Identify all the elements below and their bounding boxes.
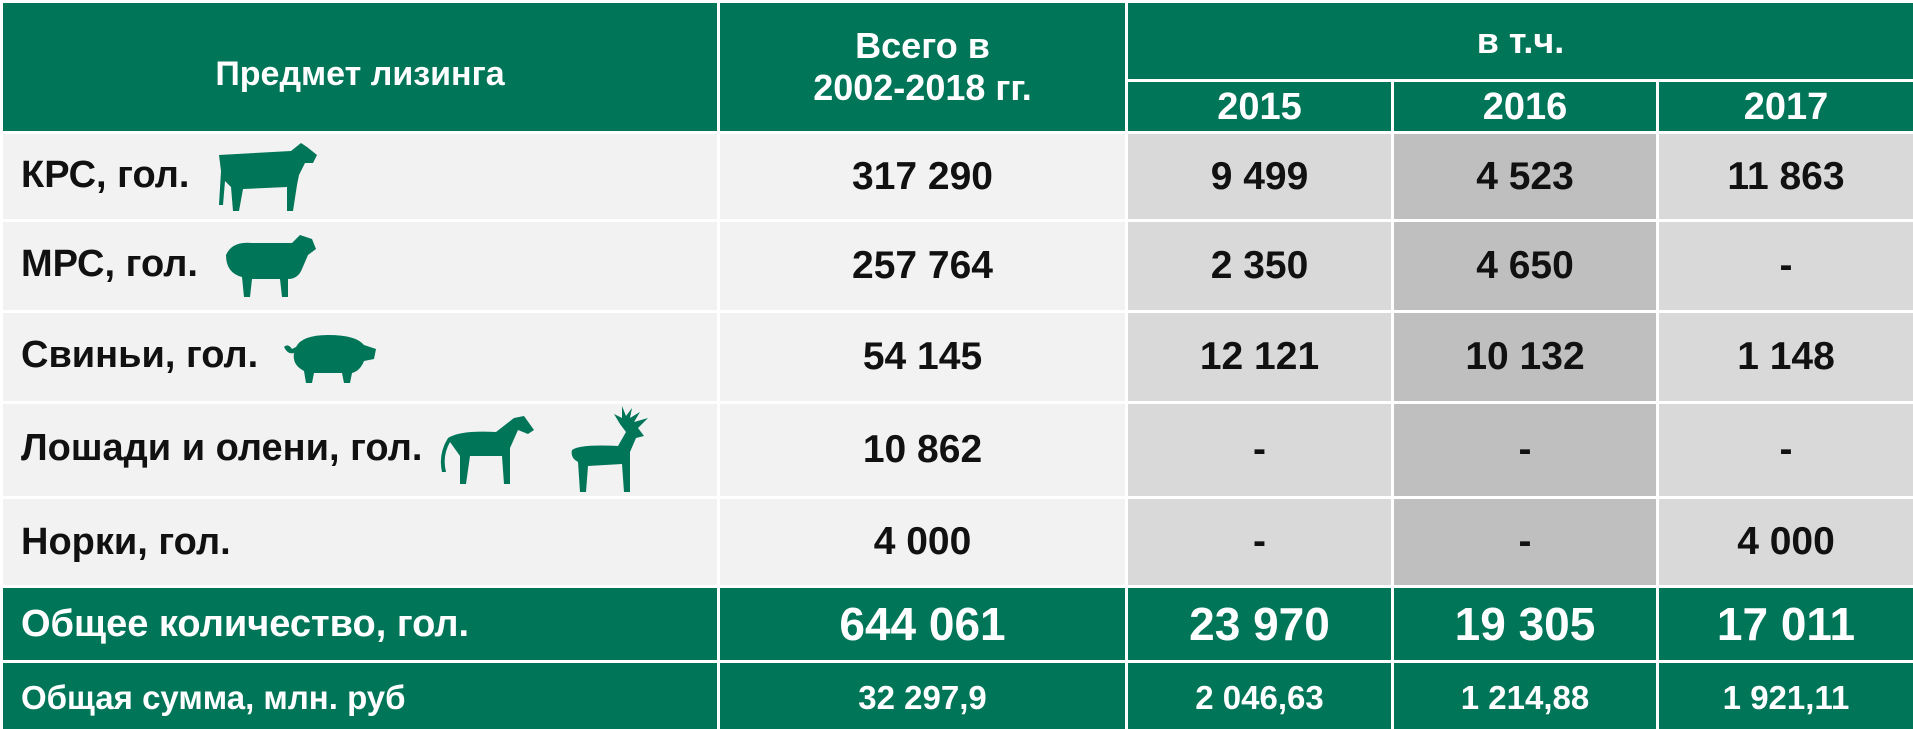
row-label: Норки, гол. (0, 496, 720, 588)
label-text: МРС, гол. (21, 243, 198, 286)
row-label: Свиньи, гол. (0, 310, 720, 404)
cell: 54 145 (717, 310, 1128, 404)
header-total-line: 2002-2018 гг. (813, 67, 1032, 108)
horse-icon (441, 416, 535, 484)
label-text: Лошади и олени, гол. (21, 427, 423, 470)
cell: - (1656, 219, 1913, 313)
row-label: МРС, гол. (0, 219, 720, 313)
header-total-line: Всего в (855, 25, 990, 66)
total-cell: 19 305 (1391, 585, 1659, 663)
cell: 317 290 (717, 131, 1128, 222)
cell: 4 650 (1391, 219, 1659, 313)
label-text: КРС, гол. (21, 153, 190, 196)
sum-label: Общая сумма, млн. руб (0, 660, 720, 729)
label-text: Норки, гол. (21, 520, 231, 563)
cell: 1 148 (1656, 310, 1913, 404)
label-text: Свиньи, гол. (21, 334, 259, 377)
sum-cell: 1 214,88 (1391, 660, 1659, 729)
header-subject: Предмет лизинга (0, 0, 720, 134)
cell: - (1391, 401, 1659, 499)
pig-icon (284, 335, 377, 383)
cow-icon (219, 142, 318, 211)
sum-cell: 32 297,9 (717, 660, 1128, 729)
header-total: Всего в 2002-2018 гг. (717, 0, 1128, 134)
total-cell: 23 970 (1125, 585, 1394, 663)
deer-icon (572, 406, 649, 492)
cell: 10 862 (717, 401, 1128, 499)
cell: 4 000 (1656, 496, 1913, 588)
cell: - (1391, 496, 1659, 588)
cell: - (1125, 401, 1394, 499)
cell: - (1656, 401, 1913, 499)
sum-cell: 1 921,11 (1656, 660, 1913, 729)
cell: 257 764 (717, 219, 1128, 313)
cell: - (1125, 496, 1394, 588)
total-cell: 644 061 (717, 585, 1128, 663)
cell: 4 000 (717, 496, 1128, 588)
total-label: Общее количество, гол. (0, 585, 720, 663)
cell: 11 863 (1656, 131, 1913, 222)
cell: 9 499 (1125, 131, 1394, 222)
header-year: 2017 (1656, 79, 1913, 134)
row-label: КРС, гол. (0, 131, 720, 222)
sheep-icon (225, 235, 316, 297)
total-cell: 17 011 (1656, 585, 1913, 663)
header-year: 2016 (1391, 79, 1659, 134)
cell: 10 132 (1391, 310, 1659, 404)
header-year: 2015 (1125, 79, 1394, 134)
cell: 4 523 (1391, 131, 1659, 222)
header-group: в т.ч. (1125, 0, 1913, 82)
sum-cell: 2 046,63 (1125, 660, 1394, 729)
row-label: Лошади и олени, гол. (0, 401, 720, 499)
cell: 2 350 (1125, 219, 1394, 313)
cell: 12 121 (1125, 310, 1394, 404)
